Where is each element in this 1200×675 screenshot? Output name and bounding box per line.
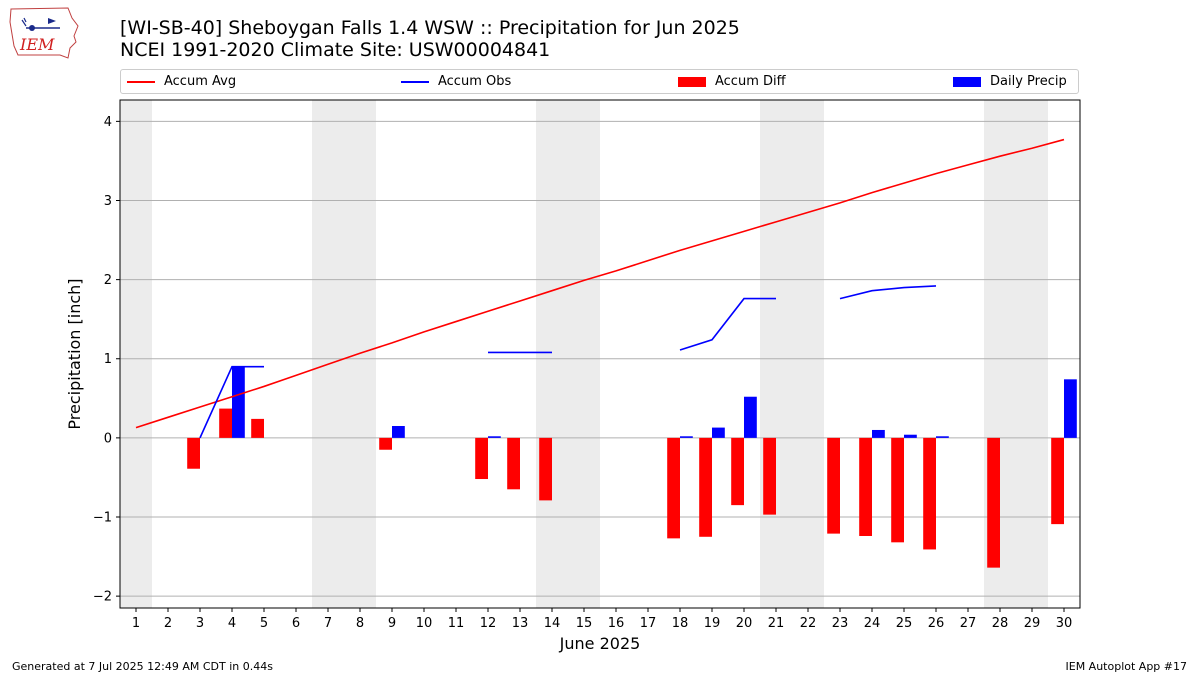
x-tick-label: 15 bbox=[576, 616, 593, 631]
x-tick-label: 20 bbox=[736, 616, 753, 631]
legend-label-accum-avg: Accum Avg bbox=[164, 74, 237, 89]
x-tick-label: 2 bbox=[164, 616, 172, 631]
x-tick-label: 1 bbox=[132, 616, 140, 631]
daily-precip-bar bbox=[904, 434, 917, 438]
y-tick-label: 4 bbox=[104, 115, 112, 130]
weekend-band bbox=[120, 100, 152, 608]
x-tick-label: 12 bbox=[480, 616, 497, 631]
accum-diff-bar bbox=[859, 437, 872, 536]
accum-diff-bar bbox=[827, 437, 840, 534]
accum-diff-bar bbox=[251, 418, 264, 438]
daily-precip-bar bbox=[232, 366, 245, 438]
accum-diff-bar bbox=[187, 437, 200, 469]
x-tick-label: 6 bbox=[292, 616, 300, 631]
weekend-band bbox=[312, 100, 376, 608]
accum-diff-bar bbox=[507, 437, 520, 490]
x-tick-label: 4 bbox=[228, 616, 236, 631]
y-tick-label: 0 bbox=[104, 431, 112, 446]
accum-diff-bar bbox=[731, 437, 744, 506]
x-tick-label: 26 bbox=[928, 616, 945, 631]
iowa-map-outline bbox=[9, 7, 79, 59]
iem-logo: IEM bbox=[9, 7, 79, 59]
daily-precip-bar bbox=[488, 436, 501, 438]
y-tick-label: −1 bbox=[93, 511, 112, 526]
x-tick-label: 29 bbox=[1024, 616, 1041, 631]
x-tick-label: 17 bbox=[640, 616, 657, 631]
y-tick-label: 1 bbox=[104, 352, 112, 367]
logo-text: IEM bbox=[19, 35, 55, 54]
x-tick-label: 28 bbox=[992, 616, 1009, 631]
legend-swatch-daily-precip bbox=[953, 76, 981, 87]
chart-subtitle: NCEI 1991-2020 Climate Site: USW00004841 bbox=[120, 39, 551, 61]
x-tick-label: 30 bbox=[1056, 616, 1073, 631]
x-tick-label: 16 bbox=[608, 616, 625, 631]
x-tick-label: 25 bbox=[896, 616, 913, 631]
x-tick-label: 27 bbox=[960, 616, 977, 631]
x-tick-label: 23 bbox=[832, 616, 849, 631]
accum-diff-bar bbox=[987, 437, 1000, 568]
daily-precip-bar bbox=[392, 426, 405, 438]
x-tick-label: 7 bbox=[324, 616, 332, 631]
x-axis-label: June 2025 bbox=[559, 634, 641, 653]
x-tick-label: 22 bbox=[800, 616, 817, 631]
x-tick-label: 24 bbox=[864, 616, 881, 631]
legend-label-daily-precip: Daily Precip bbox=[990, 74, 1067, 89]
daily-precip-bar bbox=[712, 427, 725, 438]
y-axis-label: Precipitation [inch] bbox=[65, 278, 84, 429]
accum-diff-bar bbox=[379, 437, 392, 450]
x-tick-label: 3 bbox=[196, 616, 204, 631]
accum-diff-bar bbox=[763, 437, 776, 515]
legend-label-accum-diff: Accum Diff bbox=[715, 74, 786, 89]
x-tick-label: 21 bbox=[768, 616, 785, 631]
legend-item-accum-obs: Accum Obs bbox=[401, 70, 511, 93]
accum-diff-bar bbox=[1051, 437, 1064, 525]
legend-swatch-accum-diff bbox=[678, 76, 706, 87]
x-tick-label: 13 bbox=[512, 616, 529, 631]
weekend-band bbox=[760, 100, 824, 608]
precipitation-chart: 1 2 3 4 5 6 7 8 9 10 11 12 13 14 15 16 17 18 19 20 21 22 23 24 2… bbox=[65, 99, 1081, 653]
x-tick-label: 11 bbox=[448, 616, 465, 631]
legend-swatch-accum-obs bbox=[401, 80, 429, 83]
accum-diff-bar bbox=[699, 437, 712, 537]
accum-diff-bar bbox=[539, 437, 552, 501]
plot-frame bbox=[119, 99, 1081, 609]
accum-obs-line bbox=[679, 297, 776, 351]
legend-label-accum-obs: Accum Obs bbox=[438, 74, 512, 89]
accum-diff-bar bbox=[891, 437, 904, 543]
y-tick-label: −2 bbox=[93, 590, 112, 605]
chart-legend: Accum Avg Accum Obs Accum Diff Daily Pre… bbox=[120, 69, 1079, 94]
accum-obs-line bbox=[839, 285, 937, 300]
x-tick-label: 5 bbox=[260, 616, 268, 631]
footer-generated: Generated at 7 Jul 2025 12:49 AM CDT in … bbox=[12, 660, 273, 673]
x-tick-label: 9 bbox=[388, 616, 396, 631]
y-tick-label: 2 bbox=[104, 273, 112, 288]
x-tick-label: 14 bbox=[544, 616, 561, 631]
x-tick-label: 10 bbox=[416, 616, 433, 631]
accum-diff-bar bbox=[219, 408, 232, 438]
x-tick-label: 19 bbox=[704, 616, 721, 631]
daily-precip-bar bbox=[936, 436, 949, 438]
x-tick-label: 18 bbox=[672, 616, 689, 631]
legend-item-accum-diff: Accum Diff bbox=[678, 70, 786, 93]
daily-precip-bar bbox=[680, 436, 693, 438]
y-tick-label: 3 bbox=[104, 194, 112, 209]
daily-precip-bar bbox=[1064, 379, 1077, 438]
accum-diff-bar bbox=[923, 437, 936, 550]
chart-title: [WI-SB-40] Sheboygan Falls 1.4 WSW :: Pr… bbox=[120, 17, 740, 39]
legend-item-daily-precip: Daily Precip bbox=[953, 70, 1067, 93]
daily-precip-bar bbox=[872, 429, 885, 438]
daily-precip-bar bbox=[744, 396, 757, 438]
weekend-band bbox=[536, 100, 600, 608]
accum-diff-bar bbox=[667, 437, 680, 539]
legend-swatch-accum-avg bbox=[127, 80, 155, 83]
accum-avg-line bbox=[135, 138, 1065, 429]
footer-app: IEM Autoplot App #17 bbox=[1065, 660, 1188, 673]
x-tick-label: 8 bbox=[356, 616, 364, 631]
accum-obs-line bbox=[199, 365, 264, 439]
accum-diff-bar bbox=[475, 437, 488, 480]
legend-item-accum-avg: Accum Avg bbox=[127, 70, 236, 93]
